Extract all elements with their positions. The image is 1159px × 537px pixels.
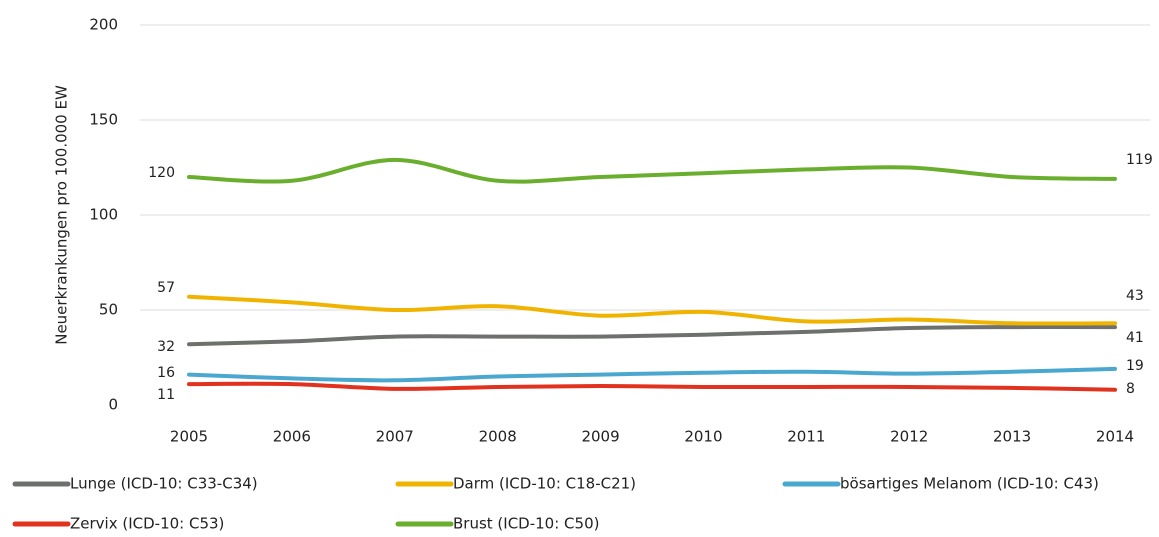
x-tick-label: 2012 xyxy=(890,428,928,446)
y-tick-label: 100 xyxy=(89,206,118,224)
data-label: 119 xyxy=(1126,152,1153,168)
y-axis-title: Neuerkrankungen pro 100.000 EW xyxy=(53,85,71,345)
legend-label: Darm (ICD-10: C18-C21) xyxy=(453,475,636,493)
x-tick-label: 2007 xyxy=(376,428,414,446)
x-tick-label: 2008 xyxy=(479,428,517,446)
y-tick-label: 150 xyxy=(89,111,118,129)
data-label: 57 xyxy=(157,280,175,296)
legend-label: Lunge (ICD-10: C33-C34) xyxy=(70,475,258,493)
legend-label: Zervix (ICD-10: C53) xyxy=(70,515,224,533)
data-label: 41 xyxy=(1126,330,1144,346)
x-tick-label: 2011 xyxy=(787,428,825,446)
data-label: 120 xyxy=(148,165,175,181)
series-line xyxy=(187,366,1117,383)
legend-label: bösartiges Melanom (ICD-10: C43) xyxy=(840,475,1099,493)
data-label: 43 xyxy=(1126,288,1144,304)
series-line xyxy=(187,294,1117,326)
x-tick-label: 2009 xyxy=(581,428,619,446)
y-tick-label: 50 xyxy=(99,301,118,319)
y-tick-label: 0 xyxy=(108,396,118,414)
y-tick-label: 200 xyxy=(89,16,118,34)
x-tick-label: 2010 xyxy=(684,428,722,446)
data-label: 16 xyxy=(157,365,175,381)
x-tick-label: 2005 xyxy=(170,428,208,446)
series-line xyxy=(187,325,1117,347)
data-label: 19 xyxy=(1126,358,1144,374)
series-line xyxy=(187,381,1117,392)
data-label: 8 xyxy=(1126,381,1135,397)
x-tick-label: 2014 xyxy=(1096,428,1134,446)
legend-label: Brust (ICD-10: C50) xyxy=(453,515,599,533)
data-label: 32 xyxy=(157,339,175,355)
x-tick-label: 2013 xyxy=(993,428,1031,446)
series-line xyxy=(187,157,1117,184)
data-label: 11 xyxy=(157,387,175,403)
x-tick-label: 2006 xyxy=(273,428,311,446)
